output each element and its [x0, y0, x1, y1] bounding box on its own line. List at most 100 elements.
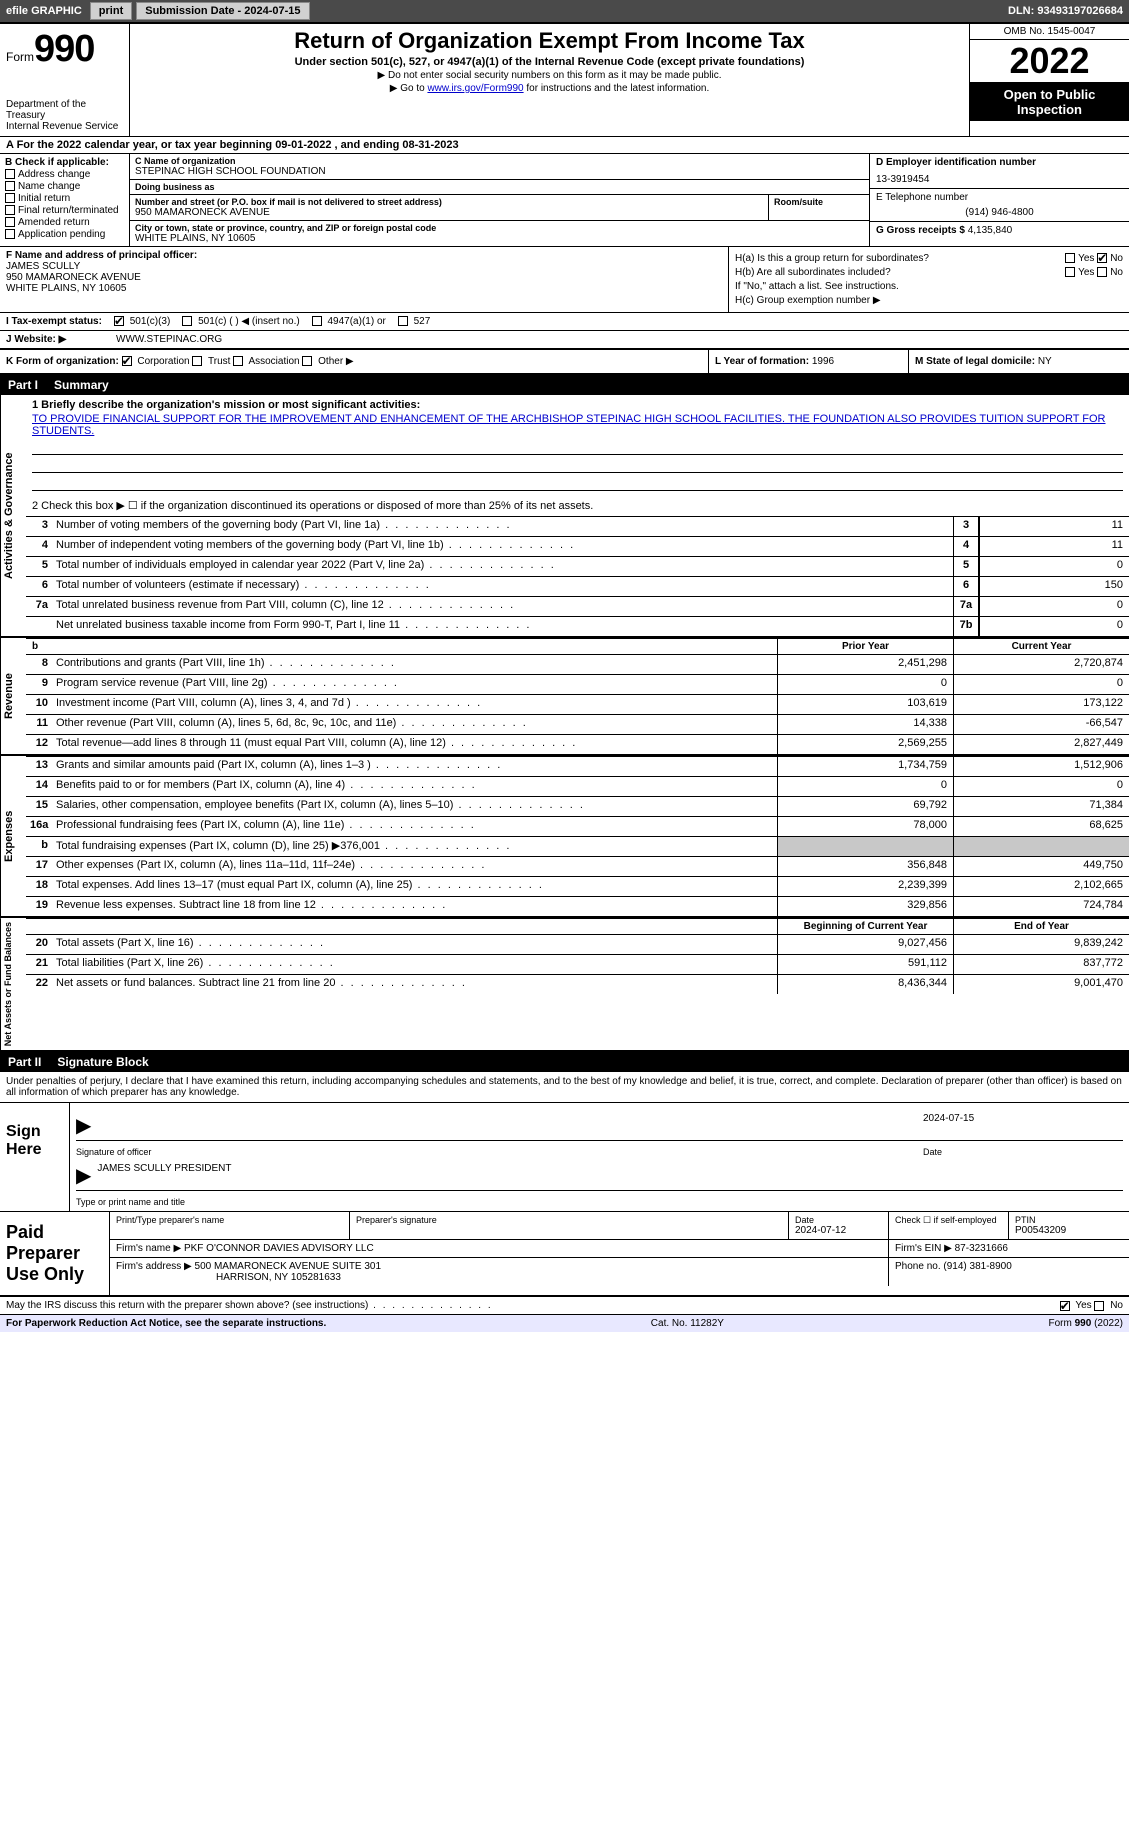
- ha-yes-chk[interactable]: [1065, 253, 1075, 263]
- officer-addr1: 950 MAMARONECK AVENUE: [6, 272, 722, 283]
- officer-label: F Name and address of principal officer:: [6, 250, 722, 261]
- chk-other[interactable]: [302, 356, 312, 366]
- chk-assoc[interactable]: [233, 356, 243, 366]
- ptin-value: P00543209: [1015, 1225, 1123, 1236]
- sig-date-label: Date: [923, 1147, 1123, 1157]
- header-right: OMB No. 1545-0047 2022 Open to Public In…: [969, 24, 1129, 136]
- ein-value: 13-3919454: [876, 174, 1123, 185]
- org-name: STEPINAC HIGH SCHOOL FOUNDATION: [135, 166, 864, 177]
- mission-text[interactable]: TO PROVIDE FINANCIAL SUPPORT FOR THE IMP…: [32, 413, 1123, 437]
- discuss-yes-chk[interactable]: [1060, 1301, 1070, 1311]
- table-row: 22Net assets or fund balances. Subtract …: [26, 974, 1129, 994]
- form-note2: ▶ Go to www.irs.gov/Form990 for instruct…: [136, 83, 963, 94]
- table-row: 10Investment income (Part VIII, column (…: [26, 694, 1129, 714]
- table-row: 4Number of independent voting members of…: [26, 536, 1129, 556]
- table-row: 17Other expenses (Part IX, column (A), l…: [26, 856, 1129, 876]
- ein-label: D Employer identification number: [876, 157, 1123, 168]
- mission-label: 1 Briefly describe the organization's mi…: [32, 399, 420, 411]
- addr-label: Number and street (or P.O. box if mail i…: [135, 197, 763, 207]
- section-l: L Year of formation: 1996: [709, 350, 909, 373]
- website-value: WWW.STEPINAC.ORG: [116, 334, 222, 345]
- chk-527[interactable]: [398, 316, 408, 326]
- org-name-label: C Name of organization: [135, 156, 864, 166]
- omb-number: OMB No. 1545-0047: [970, 24, 1129, 40]
- summary-revenue: Revenue b Prior Year Current Year 8Contr…: [0, 638, 1129, 756]
- chk-app-pending[interactable]: Application pending: [5, 229, 124, 240]
- discuss-no-chk[interactable]: [1094, 1301, 1104, 1311]
- table-row: 12Total revenue—add lines 8 through 11 (…: [26, 734, 1129, 754]
- line2-checkbox: 2 Check this box ▶ ☐ if the organization…: [26, 495, 1129, 516]
- hc-label: H(c) Group exemption number ▶: [735, 295, 1123, 306]
- preparer-block: Paid Preparer Use Only Print/Type prepar…: [0, 1212, 1129, 1297]
- chk-trust[interactable]: [192, 356, 202, 366]
- sign-here-label: Sign Here: [0, 1103, 70, 1211]
- table-row: 5Total number of individuals employed in…: [26, 556, 1129, 576]
- hb-yes-chk[interactable]: [1065, 267, 1075, 277]
- form-word: Form: [6, 50, 34, 64]
- section-c: C Name of organization STEPINAC HIGH SCH…: [130, 154, 869, 246]
- chk-initial-return[interactable]: Initial return: [5, 193, 124, 204]
- footer-row: For Paperwork Reduction Act Notice, see …: [0, 1315, 1129, 1332]
- netassets-header: Beginning of Current Year End of Year: [26, 918, 1129, 934]
- part2-bar: Part II Signature Block: [0, 1052, 1129, 1072]
- signature-arrow-icon: ▶: [76, 1113, 91, 1138]
- table-row: 13Grants and similar amounts paid (Part …: [26, 756, 1129, 776]
- chk-final-return[interactable]: Final return/terminated: [5, 205, 124, 216]
- identity-block: B Check if applicable: Address change Na…: [0, 154, 1129, 247]
- chk-4947[interactable]: [312, 316, 322, 326]
- section-fh: F Name and address of principal officer:…: [0, 247, 1129, 313]
- section-b-title: B Check if applicable:: [5, 157, 124, 168]
- vlabel-governance: Activities & Governance: [0, 395, 26, 636]
- section-j: J Website: ▶ WWW.STEPINAC.ORG: [0, 331, 1129, 350]
- phone-label: E Telephone number: [876, 192, 1123, 203]
- chk-address-change[interactable]: Address change: [5, 169, 124, 180]
- firm-phone: (914) 381-8900: [943, 1261, 1011, 1272]
- self-employed-chk[interactable]: Check ☐ if self-employed: [889, 1212, 1009, 1239]
- efile-label: efile GRAPHIC: [0, 3, 88, 19]
- inspection-label: Open to Public Inspection: [970, 83, 1129, 121]
- top-toolbar: efile GRAPHIC print Submission Date - 20…: [0, 0, 1129, 22]
- sig-name-label: Type or print name and title: [76, 1197, 1123, 1207]
- discuss-row: May the IRS discuss this return with the…: [0, 1297, 1129, 1315]
- vlabel-netassets: Net Assets or Fund Balances: [0, 918, 26, 1050]
- print-button[interactable]: print: [90, 2, 132, 20]
- begin-year-header: Beginning of Current Year: [777, 919, 953, 934]
- dln-label: DLN: 93493197026684: [1002, 3, 1129, 19]
- signature-arrow-icon-2: ▶: [76, 1163, 91, 1188]
- chk-name-change[interactable]: Name change: [5, 181, 124, 192]
- cat-no: Cat. No. 11282Y: [651, 1318, 724, 1329]
- city-value: WHITE PLAINS, NY 10605: [135, 233, 864, 244]
- chk-501c[interactable]: [182, 316, 192, 326]
- hb-no-chk[interactable]: [1097, 267, 1107, 277]
- table-row: bTotal fundraising expenses (Part IX, co…: [26, 836, 1129, 856]
- part2-num: Part II: [8, 1055, 41, 1069]
- section-m: M State of legal domicile: NY: [909, 350, 1129, 373]
- hb-label: H(b) Are all subordinates included?: [735, 267, 891, 278]
- chk-corp[interactable]: [122, 356, 132, 366]
- dept-label: Department of the TreasuryInternal Reven…: [6, 99, 123, 132]
- part2-title: Signature Block: [57, 1055, 148, 1069]
- line-a-calendar: A For the 2022 calendar year, or tax yea…: [0, 137, 1129, 154]
- irs-link[interactable]: www.irs.gov/Form990: [427, 83, 523, 94]
- summary-expenses: Expenses 13Grants and similar amounts pa…: [0, 756, 1129, 918]
- room-label: Room/suite: [774, 197, 864, 207]
- signature-intro: Under penalties of perjury, I declare th…: [0, 1072, 1129, 1103]
- chk-amended[interactable]: Amended return: [5, 217, 124, 228]
- part1-bar: Part I Summary: [0, 375, 1129, 395]
- sig-officer-label: Signature of officer: [76, 1147, 923, 1157]
- city-label: City or town, state or province, country…: [135, 223, 864, 233]
- table-row: 14Benefits paid to or for members (Part …: [26, 776, 1129, 796]
- table-row: 15Salaries, other compensation, employee…: [26, 796, 1129, 816]
- current-year-header: Current Year: [953, 639, 1129, 654]
- vlabel-expenses: Expenses: [0, 756, 26, 916]
- revenue-header: b Prior Year Current Year: [26, 638, 1129, 654]
- firm-name: PKF O'CONNOR DAVIES ADVISORY LLC: [184, 1243, 374, 1254]
- summary-netassets: Net Assets or Fund Balances Beginning of…: [0, 918, 1129, 1052]
- form-header: Form990 Department of the TreasuryIntern…: [0, 22, 1129, 137]
- chk-501c3[interactable]: [114, 316, 124, 326]
- tax-year: 2022: [970, 40, 1129, 83]
- ha-no-chk[interactable]: [1097, 253, 1107, 263]
- preparer-label: Paid Preparer Use Only: [0, 1212, 110, 1295]
- table-row: 20Total assets (Part X, line 16)9,027,45…: [26, 934, 1129, 954]
- discuss-text: May the IRS discuss this return with the…: [6, 1300, 493, 1311]
